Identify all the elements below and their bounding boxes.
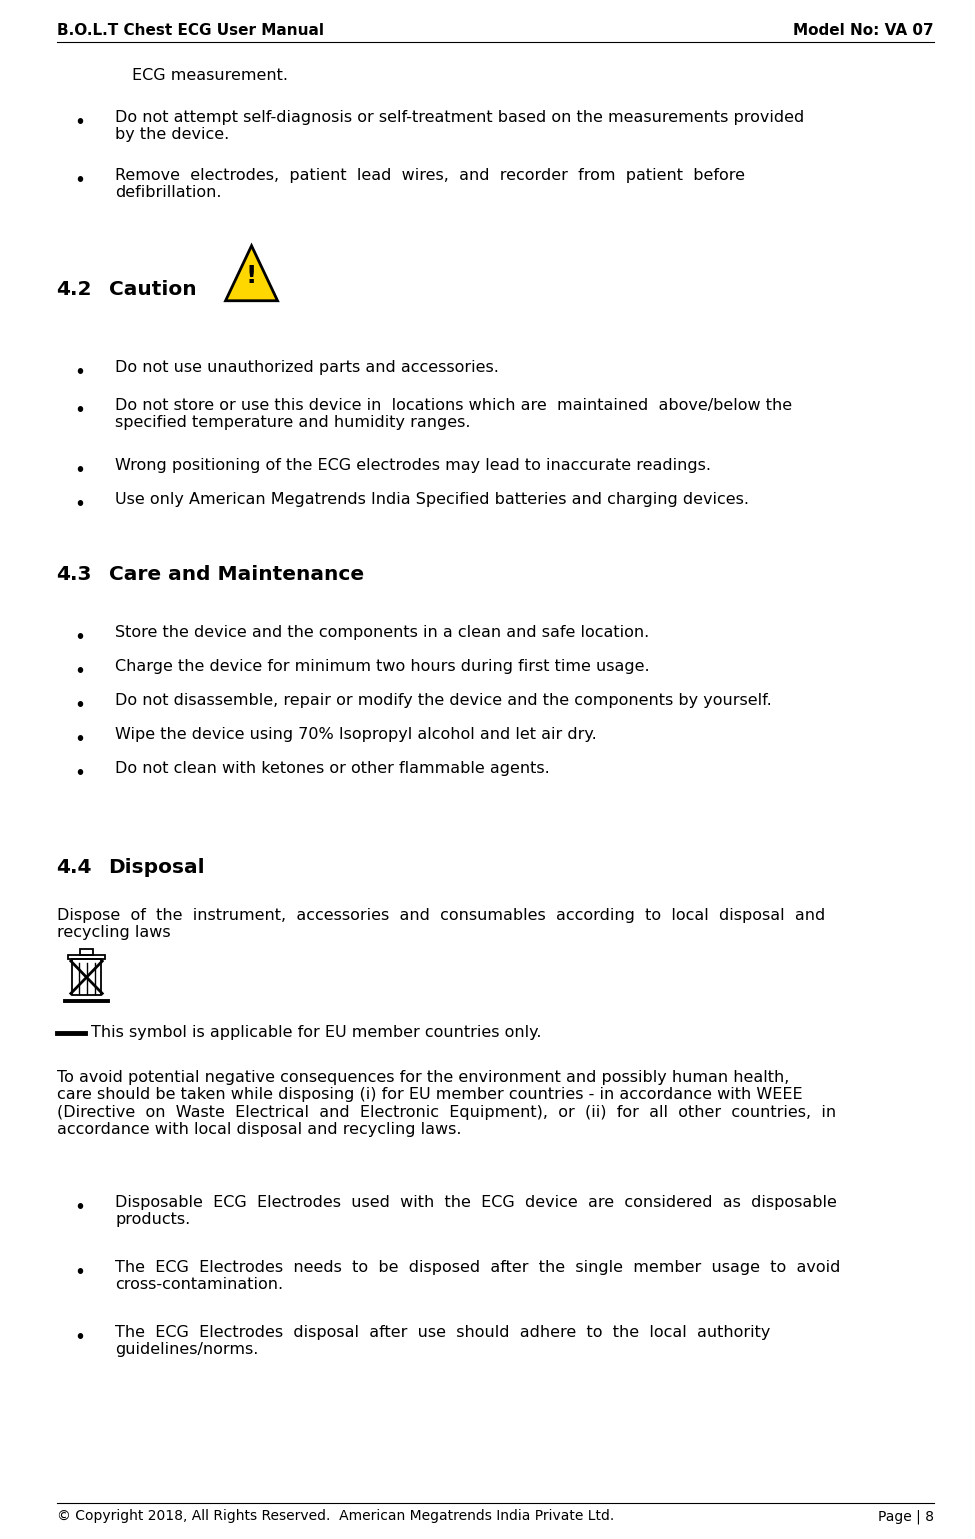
Text: 4.3: 4.3 (57, 565, 92, 583)
Text: 4.4: 4.4 (57, 859, 92, 877)
Text: Disposable  ECG  Electrodes  used  with  the  ECG  device  are  considered  as  : Disposable ECG Electrodes used with the … (115, 1194, 837, 1228)
Text: •: • (74, 402, 85, 420)
Text: Care and Maintenance: Care and Maintenance (108, 565, 364, 583)
Text: Do not use unauthorized parts and accessories.: Do not use unauthorized parts and access… (115, 360, 499, 376)
Text: Do not store or use this device in  locations which are  maintained  above/below: Do not store or use this device in locat… (115, 399, 792, 431)
Text: •: • (74, 1197, 85, 1217)
Polygon shape (225, 246, 278, 300)
Text: This symbol is applicable for EU member countries only.: This symbol is applicable for EU member … (91, 1025, 541, 1040)
Text: Charge the device for minimum two hours during first time usage.: Charge the device for minimum two hours … (115, 659, 649, 674)
Text: •: • (74, 462, 85, 480)
Text: Remove  electrodes,  patient  lead  wires,  and  recorder  from  patient  before: Remove electrodes, patient lead wires, a… (115, 168, 745, 200)
Text: ECG measurement.: ECG measurement. (132, 68, 288, 83)
Text: •: • (74, 112, 85, 132)
Text: Caution: Caution (108, 280, 196, 299)
Text: Use only American Megatrends India Specified batteries and charging devices.: Use only American Megatrends India Speci… (115, 492, 749, 506)
Text: Model No: VA 07: Model No: VA 07 (794, 23, 934, 38)
Text: •: • (74, 729, 85, 749)
Text: Disposal: Disposal (108, 859, 205, 877)
Text: Page | 8: Page | 8 (878, 1510, 934, 1524)
Text: 4.2: 4.2 (57, 280, 92, 299)
Text: •: • (74, 363, 85, 382)
Text: !: ! (246, 265, 257, 288)
Text: •: • (74, 662, 85, 680)
Text: •: • (74, 628, 85, 646)
Text: Dispose  of  the  instrument,  accessories  and  consumables  according  to  loc: Dispose of the instrument, accessories a… (57, 908, 825, 940)
Text: •: • (74, 171, 85, 189)
Text: Store the device and the components in a clean and safe location.: Store the device and the components in a… (115, 625, 649, 640)
Text: Do not disassemble, repair or modify the device and the components by yourself.: Do not disassemble, repair or modify the… (115, 693, 772, 708)
Text: The  ECG  Electrodes  needs  to  be  disposed  after  the  single  member  usage: The ECG Electrodes needs to be disposed … (115, 1260, 840, 1293)
Bar (80, 948, 93, 954)
Text: Wrong positioning of the ECG electrodes may lead to inaccurate readings.: Wrong positioning of the ECG electrodes … (115, 459, 711, 472)
Bar (72, 959, 100, 996)
Text: © Copyright 2018, All Rights Reserved.  American Megatrends India Private Ltd.: © Copyright 2018, All Rights Reserved. A… (57, 1510, 614, 1524)
Text: Wipe the device using 70% Isopropyl alcohol and let air dry.: Wipe the device using 70% Isopropyl alco… (115, 726, 597, 742)
Text: B.O.L.T Chest ECG User Manual: B.O.L.T Chest ECG User Manual (57, 23, 324, 38)
Bar (68, 954, 105, 959)
Text: •: • (74, 496, 85, 514)
Text: The  ECG  Electrodes  disposal  after  use  should  adhere  to  the  local  auth: The ECG Electrodes disposal after use sh… (115, 1325, 770, 1357)
Text: To avoid potential negative consequences for the environment and possibly human : To avoid potential negative consequences… (57, 1070, 836, 1137)
Text: •: • (74, 763, 85, 783)
Text: •: • (74, 696, 85, 716)
Text: Do not clean with ketones or other flammable agents.: Do not clean with ketones or other flamm… (115, 760, 550, 776)
Text: Do not attempt self-diagnosis or self-treatment based on the measurements provid: Do not attempt self-diagnosis or self-tr… (115, 109, 804, 143)
Text: •: • (74, 1328, 85, 1347)
Text: •: • (74, 1264, 85, 1282)
